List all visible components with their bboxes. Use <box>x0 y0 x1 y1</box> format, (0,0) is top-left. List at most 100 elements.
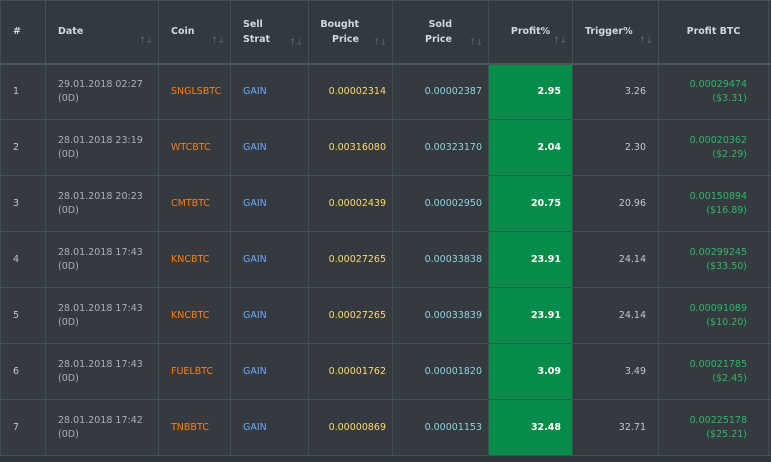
row-age: (0D) <box>58 372 79 384</box>
row-profit-btc: 0.00021785 ($2.45) <box>658 343 769 400</box>
header-sold-price[interactable]: Sold Price ↑↓ <box>392 0 489 64</box>
row-trigger-pct: 32.71 <box>572 399 659 456</box>
table-row: 4 28.01.2018 17:43 (0D) KNCBTC GAIN 0.000… <box>0 231 771 288</box>
row-profit-usd: ($3.31) <box>712 92 747 104</box>
row-profit-pct: 32.48 <box>488 399 573 456</box>
row-number: 7 <box>0 399 46 456</box>
table-row: 5 28.01.2018 17:43 (0D) KNCBTC GAIN 0.000… <box>0 287 771 344</box>
row-sold-price: 0.00033838 <box>392 231 489 288</box>
table-row: 1 29.01.2018 02:27 (0D) SNGLSBTC GAIN 0.0… <box>0 63 771 120</box>
row-sold-price: 0.00323170 <box>392 119 489 176</box>
row-profit-btc-value: 0.00091089 <box>689 302 747 314</box>
table-row: 6 28.01.2018 17:43 (0D) FUELBTC GAIN 0.00… <box>0 343 771 400</box>
row-sold-price: 0.00002387 <box>392 63 489 120</box>
row-number: 2 <box>0 119 46 176</box>
row-profit-usd: ($33.50) <box>706 260 747 272</box>
table-row: 3 28.01.2018 20:23 (0D) CMTBTC GAIN 0.000… <box>0 175 771 232</box>
header-number-label: # <box>13 26 21 38</box>
row-number: 5 <box>0 287 46 344</box>
row-coin[interactable]: KNCBTC <box>158 287 231 344</box>
table-header-row: # Date ↑↓ Coin ↑↓ Sell Strat ↑↓ Bought Price ↑… <box>0 0 771 64</box>
row-coin[interactable]: WTCBTC <box>158 119 231 176</box>
row-coin[interactable]: KNCBTC <box>158 231 231 288</box>
row-profit-btc-value: 0.00299245 <box>689 246 747 258</box>
header-extra <box>768 0 771 64</box>
row-trigger-pct: 24.14 <box>572 231 659 288</box>
row-bought-price: 0.00002439 <box>308 175 393 232</box>
row-trigger-pct: 24.14 <box>572 287 659 344</box>
row-sold-price: 0.00033839 <box>392 287 489 344</box>
row-coin[interactable]: SNGLSBTC <box>158 63 231 120</box>
row-sell-strat: GAIN <box>230 231 309 288</box>
sort-arrows-icon: ↑↓ <box>372 38 387 48</box>
row-coin[interactable]: FUELBTC <box>158 343 231 400</box>
row-profit-btc-value: 0.00021785 <box>689 358 747 370</box>
header-sold-label-1: Sold <box>428 18 452 30</box>
row-coin[interactable]: CMTBTC <box>158 175 231 232</box>
row-date: 28.01.2018 20:23 (0D) <box>45 175 159 232</box>
row-profit-btc: 0.00091089 ($10.20) <box>658 287 769 344</box>
row-profit-btc-value: 0.00029474 <box>689 78 747 90</box>
row-date: 28.01.2018 17:43 (0D) <box>45 231 159 288</box>
sort-arrows-icon: ↑↓ <box>138 36 153 46</box>
row-age: (0D) <box>58 148 79 160</box>
header-date-label: Date <box>58 26 84 38</box>
row-date: 28.01.2018 17:43 (0D) <box>45 343 159 400</box>
row-date-value: 28.01.2018 17:43 <box>58 302 143 314</box>
sort-arrows-icon: ↑↓ <box>468 38 483 48</box>
sort-arrows-icon: ↑↓ <box>638 36 653 46</box>
row-sell-strat: GAIN <box>230 119 309 176</box>
row-profit-btc-value: 0.00225178 <box>689 414 747 426</box>
row-sold-price: 0.00001820 <box>392 343 489 400</box>
row-age: (0D) <box>58 92 79 104</box>
row-date: 28.01.2018 17:42 (0D) <box>45 399 159 456</box>
row-bought-price: 0.00027265 <box>308 231 393 288</box>
row-profit-btc: 0.00299245 ($33.50) <box>658 231 769 288</box>
row-profit-btc: 0.00225178 ($25.21) <box>658 399 769 456</box>
row-number: 3 <box>0 175 46 232</box>
row-date-value: 28.01.2018 17:43 <box>58 358 143 370</box>
row-date-value: 28.01.2018 17:43 <box>58 246 143 258</box>
header-coin[interactable]: Coin ↑↓ <box>158 0 231 64</box>
row-profit-pct: 20.75 <box>488 175 573 232</box>
header-sell-strat[interactable]: Sell Strat ↑↓ <box>230 0 309 64</box>
row-coin[interactable]: TNBBTC <box>158 399 231 456</box>
row-sell-strat: GAIN <box>230 175 309 232</box>
row-bought-price: 0.00316080 <box>308 119 393 176</box>
row-profit-pct: 3.09 <box>488 343 573 400</box>
row-profit-btc: 0.00029474 ($3.31) <box>658 63 769 120</box>
header-profit-pct[interactable]: Profit% ↑↓ <box>488 0 573 64</box>
header-profit-pct-label: Profit% <box>510 26 551 38</box>
row-date-value: 28.01.2018 23:19 <box>58 134 143 146</box>
row-extra-cell <box>768 399 771 456</box>
row-trigger-pct: 20.96 <box>572 175 659 232</box>
row-trigger-pct: 3.49 <box>572 343 659 400</box>
row-age: (0D) <box>58 428 79 440</box>
row-profit-btc-value: 0.00150894 <box>689 190 747 202</box>
sort-arrows-icon: ↑↓ <box>552 36 567 46</box>
header-profit-btc[interactable]: Profit BTC <box>658 0 769 64</box>
header-profit-btc-label: Profit BTC <box>686 26 741 38</box>
row-sell-strat: GAIN <box>230 343 309 400</box>
sort-arrows-icon: ↑↓ <box>288 38 303 48</box>
row-age: (0D) <box>58 260 79 272</box>
row-profit-btc: 0.00020362 ($2.29) <box>658 119 769 176</box>
row-trigger-pct: 3.26 <box>572 63 659 120</box>
row-number: 6 <box>0 343 46 400</box>
row-bought-price: 0.00027265 <box>308 287 393 344</box>
row-date: 28.01.2018 17:43 (0D) <box>45 287 159 344</box>
header-date[interactable]: Date ↑↓ <box>45 0 159 64</box>
row-trigger-pct: 2.30 <box>572 119 659 176</box>
row-date: 29.01.2018 02:27 (0D) <box>45 63 159 120</box>
row-sell-strat: GAIN <box>230 287 309 344</box>
header-number[interactable]: # <box>0 0 46 64</box>
header-bought-price[interactable]: Bought Price ↑↓ <box>308 0 393 64</box>
row-profit-pct: 2.95 <box>488 63 573 120</box>
row-bought-price: 0.00001762 <box>308 343 393 400</box>
row-profit-pct: 23.91 <box>488 231 573 288</box>
sort-arrows-icon: ↑↓ <box>210 36 225 46</box>
table-row: 7 28.01.2018 17:42 (0D) TNBBTC GAIN 0.000… <box>0 399 771 456</box>
header-trigger-pct[interactable]: Trigger% ↑↓ <box>572 0 659 64</box>
header-sell-strat-label-2: Strat <box>243 33 271 45</box>
